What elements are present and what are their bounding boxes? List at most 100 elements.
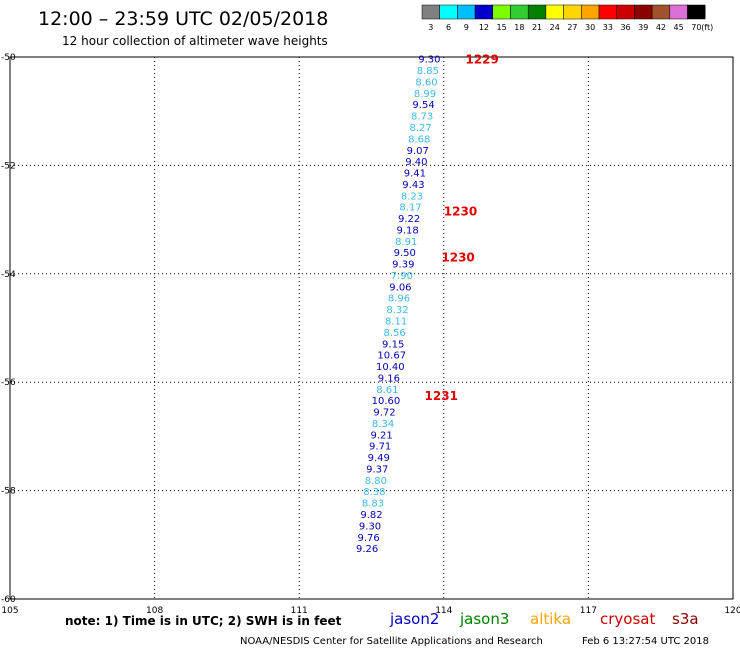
wave-height-label: 8.73	[411, 112, 433, 123]
wave-height-label: 8.27	[410, 123, 432, 134]
legend-label: 33	[603, 23, 613, 32]
wave-height-label: 8.17	[399, 203, 421, 214]
wave-height-label: 9.07	[407, 146, 429, 157]
wave-height-label: 8.34	[372, 419, 394, 430]
y-axis-ticks: -50 -52 -54 -56 -58 -60	[1, 53, 16, 605]
chart-subtitle: 12 hour collection of altimeter wave hei…	[62, 34, 328, 48]
legend-swatch	[581, 4, 600, 20]
legend-swatch	[439, 4, 458, 20]
wave-height-label: 10.40	[376, 362, 405, 373]
time-labels: 1229 1230 1230 1231	[425, 53, 499, 403]
legend-swatch	[651, 4, 671, 20]
wave-height-label: 8.80	[365, 476, 387, 487]
y-tick-label: -60	[1, 595, 16, 605]
time-label: 1231	[425, 389, 458, 403]
wave-height-label: 9.41	[404, 169, 426, 180]
legend-label: 6	[446, 23, 451, 32]
time-label: 1230	[444, 204, 477, 218]
wave-height-label: 9.40	[405, 157, 427, 168]
y-tick-label: -50	[1, 53, 16, 63]
legend-swatch	[687, 4, 706, 20]
wave-height-label: 9.15	[382, 339, 404, 350]
wave-height-label: 9.71	[369, 442, 391, 453]
wave-height-label: 8.38	[363, 487, 385, 498]
y-tick-label: -58	[1, 487, 16, 497]
wave-height-label: 8.56	[384, 328, 406, 339]
wave-height-label: 9.49	[368, 453, 390, 464]
x-tick-label: 108	[146, 606, 163, 616]
x-tick-label: 117	[580, 606, 597, 616]
legend-unit: (ft)	[701, 23, 713, 32]
wave-height-label: 8.11	[385, 316, 407, 327]
wave-height-label: 7.90	[391, 271, 413, 282]
x-tick-label: 105	[1, 606, 18, 616]
wave-height-label: 10.67	[377, 351, 406, 362]
footer-note: note: 1) Time is in UTC; 2) SWH is in fe…	[65, 614, 342, 628]
legend-swatch	[421, 4, 440, 20]
legend-swatch	[634, 4, 653, 20]
color-legend: 3 6 9 12 15 18 21 24 27 30 33 36 39 42 45 70 (ft)	[421, 4, 713, 32]
wave-height-points: 9.308.858.608.999.548.738.278.689.079.40…	[356, 55, 440, 555]
legend-label: 36	[620, 23, 630, 32]
legend-label: 27	[567, 23, 577, 32]
legend-swatch	[474, 4, 494, 20]
satellite-cryosat: cryosat	[600, 610, 655, 628]
legend-label: 70	[691, 23, 701, 32]
legend-swatch	[563, 4, 582, 20]
wave-height-label: 9.72	[373, 408, 395, 419]
legend-label: 42	[656, 23, 666, 32]
wave-height-label: 9.21	[370, 430, 392, 441]
x-axis-ticks: 105 108 111 114 117 120	[1, 606, 740, 616]
legend-label: 21	[532, 23, 542, 32]
footer-timestamp: Feb 6 13:27:54 UTC 2018	[582, 636, 709, 647]
wave-height-label: 9.54	[412, 100, 434, 111]
wave-height-label: 9.43	[402, 180, 424, 191]
wave-height-label: 8.99	[414, 89, 436, 100]
wave-height-label: 8.68	[408, 134, 430, 145]
satellite-legend: jason2 jason3 altika cryosat s3a	[389, 610, 699, 628]
satellite-s3a: s3a	[672, 610, 699, 628]
wave-height-label: 8.85	[417, 66, 439, 77]
legend-label: 15	[497, 23, 507, 32]
legend-label: 18	[514, 23, 524, 32]
chart-title: 12:00 – 23:59 UTC 02/05/2018	[38, 8, 328, 30]
wave-height-label: 9.22	[398, 214, 420, 225]
wave-height-label: 10.60	[372, 396, 401, 407]
wave-height-label: 9.16	[378, 373, 400, 384]
x-tick-label: 120	[724, 606, 740, 616]
legend-label: 30	[585, 23, 595, 32]
legend-label: 39	[638, 23, 648, 32]
y-tick-label: -56	[1, 378, 16, 388]
wave-height-label: 9.30	[359, 521, 381, 532]
wave-height-label: 9.06	[389, 282, 411, 293]
footer-credit: NOAA/NESDIS Center for Satellite Applica…	[240, 636, 543, 647]
wave-height-label: 8.32	[386, 305, 408, 316]
wave-height-label: 8.61	[376, 385, 398, 396]
satellite-altika: altika	[530, 610, 571, 628]
wave-height-label: 9.26	[356, 544, 378, 555]
plot-frame	[9, 56, 734, 600]
y-tick-label: -52	[1, 161, 16, 171]
time-label: 1229	[465, 53, 498, 67]
wave-height-label: 9.37	[366, 464, 388, 475]
wave-height-label: 9.30	[418, 55, 440, 66]
legend-label: 12	[479, 23, 489, 32]
legend-label: 24	[550, 23, 560, 32]
wave-height-label: 9.76	[357, 533, 379, 544]
wave-height-label: 9.39	[392, 260, 414, 271]
legend-swatch	[545, 4, 564, 20]
wave-height-label: 8.60	[415, 77, 437, 88]
legend-swatch	[510, 4, 529, 20]
wave-height-label: 9.18	[397, 225, 419, 236]
time-label: 1230	[441, 251, 474, 265]
legend-label: 3	[428, 23, 433, 32]
legend-swatch	[527, 4, 547, 20]
x-tick-label: 114	[435, 606, 452, 616]
satellite-jason2: jason2	[389, 610, 439, 628]
wave-height-label: 8.91	[395, 237, 417, 248]
wave-height-label: 8.83	[362, 499, 384, 510]
wave-height-label: 8.96	[388, 294, 410, 305]
wave-height-label: 9.50	[394, 248, 416, 259]
y-tick-label: -54	[1, 270, 16, 280]
